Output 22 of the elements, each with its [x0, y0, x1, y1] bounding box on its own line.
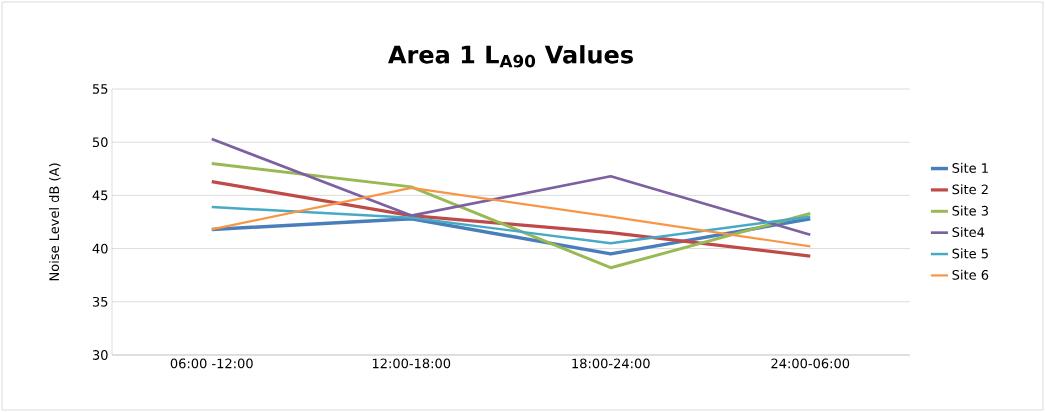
- line-series: [210, 137, 812, 237]
- y-axis-title: Noise Level dB (A): [49, 163, 61, 281]
- legend-label: Site 5: [952, 248, 988, 259]
- x-tick-label: 18:00-24:00: [572, 358, 650, 369]
- y-tick-label: 55: [92, 84, 108, 94]
- x-tick-label: 12:00-18:00: [372, 358, 451, 369]
- x-tick-label: 24:00-06:00: [771, 358, 850, 369]
- y-tick-label: 50: [92, 137, 108, 148]
- line-series: [210, 186, 812, 248]
- chart-title: Area 1 L$_{A90}$ Values: [388, 45, 633, 68]
- legend-label: Site4: [952, 226, 985, 238]
- line-series: [210, 179, 812, 258]
- y-tick-label: 30: [92, 350, 108, 360]
- x-tick-label: 06:00 -12:00: [170, 358, 253, 369]
- line-series: [210, 205, 812, 245]
- y-tick-label: 45: [92, 190, 108, 201]
- legend-label: Site 6: [952, 269, 989, 280]
- legend-label: Site 1: [952, 162, 988, 173]
- y-tick-label: 35: [92, 296, 108, 307]
- legend-label: Site 2: [952, 184, 988, 195]
- legend-label: Site 3: [952, 205, 988, 216]
- y-tick-label: 40: [92, 243, 108, 254]
